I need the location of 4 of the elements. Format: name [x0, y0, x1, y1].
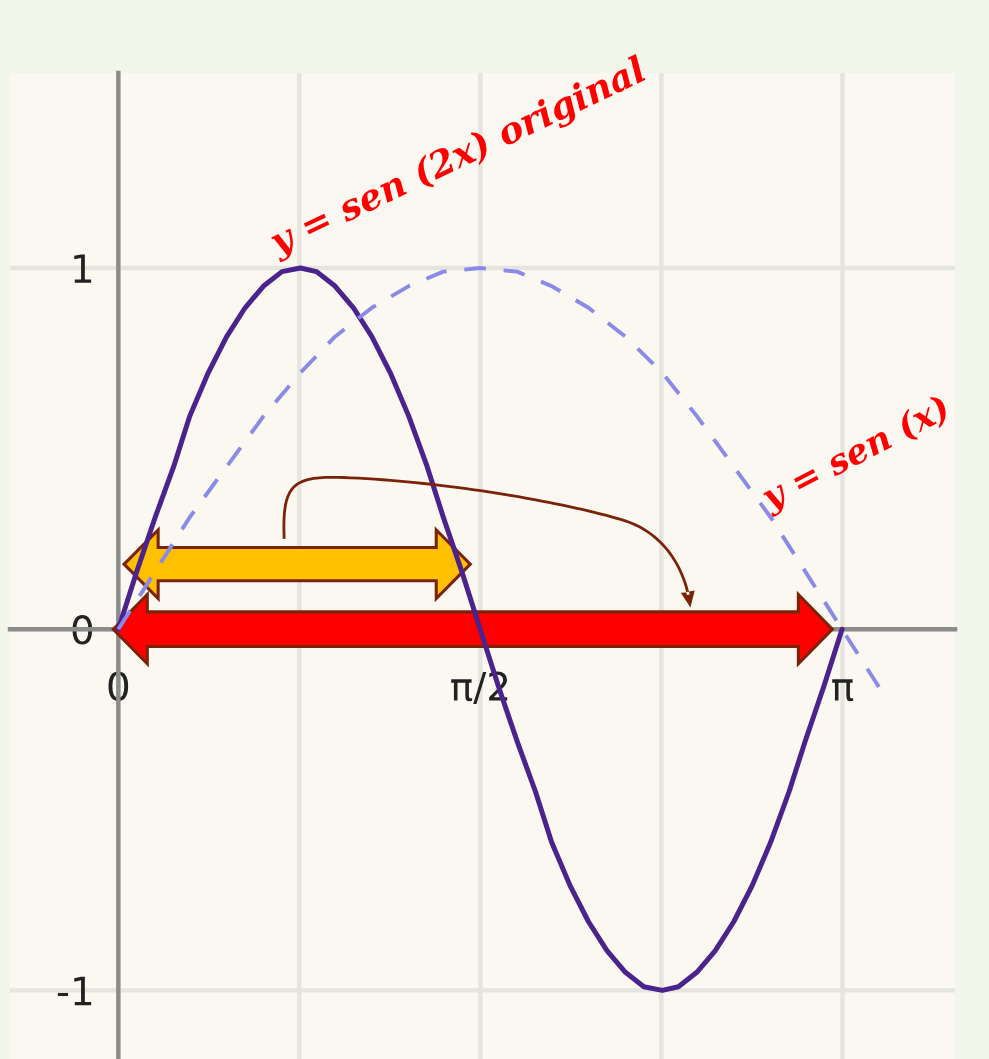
x-tick-label: π	[832, 679, 854, 702]
y-tick-label: -1	[57, 976, 92, 1006]
text: y = sen (x)	[757, 393, 954, 518]
y-tick-label: 1	[74, 254, 92, 283]
